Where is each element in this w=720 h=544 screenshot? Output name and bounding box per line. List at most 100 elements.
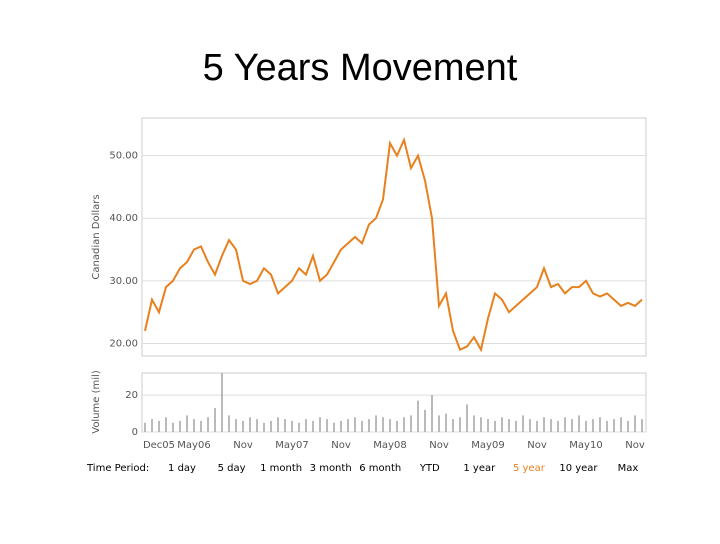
- x-tick-label: Nov: [527, 440, 547, 451]
- volume-bar: [249, 417, 251, 432]
- y-tick-label: 20.00: [109, 338, 138, 349]
- volume-bar: [480, 417, 482, 432]
- volume-bar: [389, 419, 391, 432]
- volume-bar: [200, 420, 202, 432]
- volume-bar: [340, 420, 342, 432]
- volume-bar: [312, 420, 314, 432]
- time-period-option[interactable]: 5 day: [218, 463, 246, 474]
- x-tick-label: May06: [177, 440, 210, 451]
- time-period-option[interactable]: 5 year: [513, 463, 546, 474]
- volume-bar: [375, 415, 377, 432]
- volume-bar: [368, 419, 370, 432]
- time-period-option[interactable]: 3 month: [310, 463, 352, 474]
- volume-bar: [445, 413, 447, 432]
- volume-bar: [599, 417, 601, 432]
- x-tick-label: May10: [569, 440, 602, 451]
- volume-bar: [613, 419, 615, 432]
- x-tick-label: Nov: [233, 440, 253, 451]
- price-line: [144, 136, 643, 353]
- volume-bar: [242, 420, 244, 432]
- volume-bar: [172, 422, 174, 432]
- volume-bar: [214, 408, 216, 432]
- volume-bar: [494, 420, 496, 432]
- volume-bar: [557, 420, 559, 432]
- volume-bar: [396, 420, 398, 432]
- volume-bar: [326, 419, 328, 432]
- volume-bar: [606, 420, 608, 432]
- volume-bar: [536, 420, 538, 432]
- volume-bar: [452, 419, 454, 432]
- volume-bar: [347, 419, 349, 432]
- volume-bar: [620, 417, 622, 432]
- volume-bar: [487, 419, 489, 432]
- volume-bar: [438, 415, 440, 432]
- x-tick-label: May07: [275, 440, 308, 451]
- price-panel: [141, 117, 647, 357]
- volume-bar: [529, 419, 531, 432]
- x-tick-label: May08: [373, 440, 406, 451]
- volume-bar: [270, 420, 272, 432]
- volume-bar: [578, 415, 580, 432]
- volume-bar: [263, 422, 265, 432]
- volume-bar: [543, 417, 545, 432]
- volume-bar: [634, 415, 636, 432]
- volume-bar: [333, 422, 335, 432]
- volume-bar: [277, 417, 279, 432]
- volume-bar: [508, 419, 510, 432]
- y-tick-label: 20: [125, 390, 138, 401]
- x-tick-label: Nov: [429, 440, 449, 451]
- time-period-option[interactable]: 1 day: [168, 463, 196, 474]
- y-tick-label: 30.00: [109, 276, 138, 287]
- volume-bar: [473, 415, 475, 432]
- volume-bar: [564, 417, 566, 432]
- volume-bar: [144, 422, 146, 432]
- volume-bar: [354, 417, 356, 432]
- volume-bar: [228, 415, 230, 432]
- time-period-option[interactable]: Max: [618, 463, 639, 474]
- volume-bar: [193, 419, 195, 432]
- volume-bar: [403, 417, 405, 432]
- slide-title: 5 Years Movement: [203, 47, 518, 89]
- volume-bar: [298, 422, 300, 432]
- volume-bar: [235, 419, 237, 432]
- volume-bar: [284, 419, 286, 432]
- time-period-label: Time Period:: [86, 463, 149, 474]
- volume-bar: [627, 420, 629, 432]
- volume-bar: [459, 417, 461, 432]
- volume-bar: [186, 415, 188, 432]
- volume-bar: [305, 419, 307, 432]
- volume-bar: [207, 417, 209, 432]
- volume-bar: [515, 420, 517, 432]
- volume-bar: [319, 417, 321, 432]
- time-period-option[interactable]: 1 month: [260, 463, 302, 474]
- volume-bar: [361, 420, 363, 432]
- volume-bar: [641, 419, 643, 432]
- y-tick-label: 0: [132, 427, 138, 438]
- y-tick-label: 40.00: [109, 213, 138, 224]
- volume-bar: [256, 419, 258, 432]
- volume-bar: [179, 420, 181, 432]
- time-period-option[interactable]: 6 month: [359, 463, 401, 474]
- volume-bar: [151, 419, 153, 432]
- volume-bar: [501, 417, 503, 432]
- volume-bar: [410, 415, 412, 432]
- volume-bar: [158, 420, 160, 432]
- y-axis-label: Volume (mil): [91, 370, 102, 434]
- volume-bar: [221, 373, 223, 432]
- volume-bar: [571, 419, 573, 432]
- volume-bar: [382, 417, 384, 432]
- y-axis-label: Canadian Dollars: [91, 194, 102, 279]
- time-period-option[interactable]: YTD: [419, 463, 440, 474]
- time-period-option[interactable]: 1 year: [463, 463, 496, 474]
- volume-panel: [141, 372, 647, 433]
- volume-bar: [431, 395, 433, 432]
- time-period-option[interactable]: 10 year: [559, 463, 598, 474]
- volume-bar: [165, 417, 167, 432]
- y-tick-label: 50.00: [109, 151, 138, 162]
- x-tick-label: Nov: [625, 440, 645, 451]
- volume-bar: [550, 419, 552, 432]
- volume-bar: [522, 415, 524, 432]
- volume-bar: [592, 419, 594, 432]
- volume-bar: [466, 404, 468, 432]
